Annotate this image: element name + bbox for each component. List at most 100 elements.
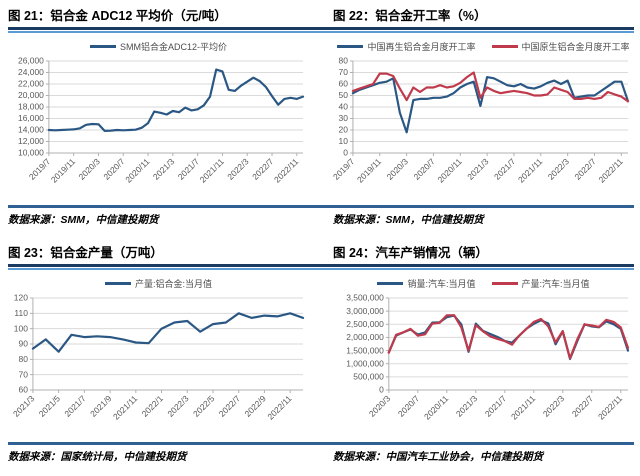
legend-label: 中国原生铝合金月度开工率 — [521, 42, 630, 52]
legend-label: 产量:铝合金:当月值 — [134, 279, 212, 289]
legend-line-swatch — [377, 282, 404, 285]
svg-text:40: 40 — [339, 102, 349, 112]
svg-text:100: 100 — [14, 323, 28, 333]
svg-text:50: 50 — [339, 90, 349, 100]
svg-text:2022/11: 2022/11 — [272, 156, 300, 185]
svg-text:60: 60 — [339, 79, 349, 89]
legend-line-swatch — [491, 45, 518, 48]
source-row-top: 数据来源：SMM，中信建投期货 数据来源：SMM，中信建投期货 — [8, 208, 634, 232]
legend-item: SMM铝合金ADC12-平均价 — [89, 40, 227, 53]
title-row-bottom: 图 23：铝合金产量（万吨） 图 24：汽车产销情况（辆） — [8, 239, 634, 263]
svg-text:18,000: 18,000 — [18, 102, 44, 112]
svg-text:22,000: 22,000 — [18, 79, 44, 89]
svg-text:2021/3: 2021/3 — [11, 393, 37, 419]
legend-item: 中国再生铝合金月度开工率 — [337, 40, 476, 53]
svg-text:2020/11: 2020/11 — [435, 156, 463, 185]
svg-text:2020/7: 2020/7 — [396, 393, 422, 419]
svg-text:2021/11: 2021/11 — [198, 156, 226, 185]
svg-text:10: 10 — [339, 136, 349, 146]
legend-item: 中国原生铝合金月度开工率 — [491, 40, 630, 53]
line-chart-24: 0 500,000 1,000,000 1,500,000 2,000,000 2,500… — [346, 293, 630, 422]
svg-text:2019/11: 2019/11 — [49, 156, 77, 185]
chart-panel-23: 产量:铝合金:当月值 60 70 80 90 100 110 120 2021/3 2021/5… — [8, 270, 309, 441]
svg-text:2021/11: 2021/11 — [111, 393, 139, 422]
svg-text:20,000: 20,000 — [18, 90, 44, 100]
svg-text:2020/7: 2020/7 — [412, 156, 438, 182]
legend-label: SMM铝合金ADC12-平均价 — [119, 42, 227, 52]
source-row-bottom: 数据来源：国家统计局，中信建投期货 数据来源：中国汽车工业协会，中信建投期货 — [8, 445, 634, 469]
footer-rule-top — [8, 205, 634, 208]
svg-text:30: 30 — [339, 113, 349, 123]
figure-24-title: 图 24：汽车产销情况（辆） — [333, 246, 488, 260]
data-source-21: 数据来源：SMM，中信建投期货 — [8, 214, 159, 226]
legend-label: 中国再生铝合金月度开工率 — [367, 42, 476, 52]
svg-text:2022/7: 2022/7 — [573, 156, 599, 182]
svg-text:2022/5: 2022/5 — [191, 393, 217, 419]
chart-panel-22: 中国再生铝合金月度开工率 中国原生铝合金月度开工率 0 10 20 30 40 50 60 70… — [333, 33, 634, 204]
svg-text:24,000: 24,000 — [18, 67, 44, 77]
rule-light-line — [8, 268, 634, 270]
chart-panel-21: SMM铝合金ADC12-平均价 10,000 12,000 14,000 16,000… — [8, 33, 309, 204]
svg-text:3,000,000: 3,000,000 — [346, 306, 384, 316]
legend-line-swatch — [491, 282, 518, 285]
svg-text:2020/11: 2020/11 — [422, 393, 450, 422]
title-rule-top — [8, 27, 634, 33]
data-source-22: 数据来源：SMM，中信建投期货 — [333, 214, 484, 226]
data-source-23: 数据来源：国家统计局，中信建投期货 — [8, 451, 187, 463]
svg-text:2021/7: 2021/7 — [62, 393, 88, 419]
legend-item: 销量:汽车:当月值 — [377, 277, 476, 290]
svg-text:0: 0 — [379, 385, 384, 395]
svg-text:2022/9: 2022/9 — [242, 393, 268, 419]
legend-line-swatch — [89, 45, 116, 48]
svg-text:1,000,000: 1,000,000 — [346, 358, 384, 368]
svg-text:1,500,000: 1,500,000 — [346, 345, 384, 355]
chart-row-top: SMM铝合金ADC12-平均价 10,000 12,000 14,000 16,000… — [8, 33, 634, 204]
figure-23-title: 图 23：铝合金产量（万吨） — [8, 246, 163, 260]
svg-text:2021/7: 2021/7 — [483, 393, 509, 419]
svg-text:3,500,000: 3,500,000 — [346, 293, 384, 303]
figure-row-top: 图 21：铝合金 ADC12 平均价（元/吨） 图 22：铝合金开工率（%） S… — [0, 0, 640, 232]
rule-dark-line — [8, 264, 634, 267]
title-row-top: 图 21：铝合金 ADC12 平均价（元/吨） 图 22：铝合金开工率（%） — [8, 2, 634, 26]
svg-text:2022/11: 2022/11 — [596, 156, 624, 185]
svg-text:2022/7: 2022/7 — [217, 393, 243, 419]
svg-text:2021/5: 2021/5 — [37, 393, 63, 419]
legend-line-swatch — [104, 282, 131, 285]
rule-dark-line — [8, 27, 634, 30]
svg-text:2020/11: 2020/11 — [123, 156, 151, 185]
legend-label: 产量:汽车:当月值 — [521, 279, 590, 289]
svg-text:26,000: 26,000 — [18, 56, 44, 66]
svg-text:0: 0 — [343, 148, 348, 158]
svg-text:70: 70 — [19, 369, 29, 379]
footer-rule-bottom — [8, 442, 634, 445]
svg-text:2021/3: 2021/3 — [151, 156, 177, 182]
svg-text:2019/11: 2019/11 — [355, 156, 383, 185]
svg-text:500,000: 500,000 — [353, 372, 384, 382]
svg-text:2022/3: 2022/3 — [546, 156, 572, 182]
rule-light-line — [8, 31, 634, 33]
svg-text:2021/7: 2021/7 — [492, 156, 518, 182]
figure-22-title: 图 22：铝合金开工率（%） — [333, 9, 487, 23]
svg-text:2020/3: 2020/3 — [385, 156, 411, 182]
svg-text:2022/3: 2022/3 — [225, 156, 251, 182]
svg-text:2021/3: 2021/3 — [454, 393, 480, 419]
legend-22: 中国再生铝合金月度开工率 中国原生铝合金月度开工率 — [333, 39, 634, 54]
svg-text:70: 70 — [339, 67, 349, 77]
svg-text:2020/3: 2020/3 — [77, 156, 103, 182]
data-source-24: 数据来源：中国汽车工业协会，中信建投期货 — [333, 451, 543, 463]
svg-text:10,000: 10,000 — [18, 148, 44, 158]
svg-text:16,000: 16,000 — [18, 113, 44, 123]
legend-21: SMM铝合金ADC12-平均价 — [8, 39, 309, 54]
svg-text:2,500,000: 2,500,000 — [346, 319, 384, 329]
svg-text:120: 120 — [14, 293, 28, 303]
svg-text:2022/11: 2022/11 — [596, 393, 624, 422]
svg-text:2022/7: 2022/7 — [570, 393, 596, 419]
svg-text:2021/9: 2021/9 — [88, 393, 114, 419]
legend-item: 产量:汽车:当月值 — [491, 277, 590, 290]
legend-item: 产量:铝合金:当月值 — [104, 277, 212, 290]
svg-text:110: 110 — [14, 308, 28, 318]
legend-label: 销量:汽车:当月值 — [407, 279, 476, 289]
